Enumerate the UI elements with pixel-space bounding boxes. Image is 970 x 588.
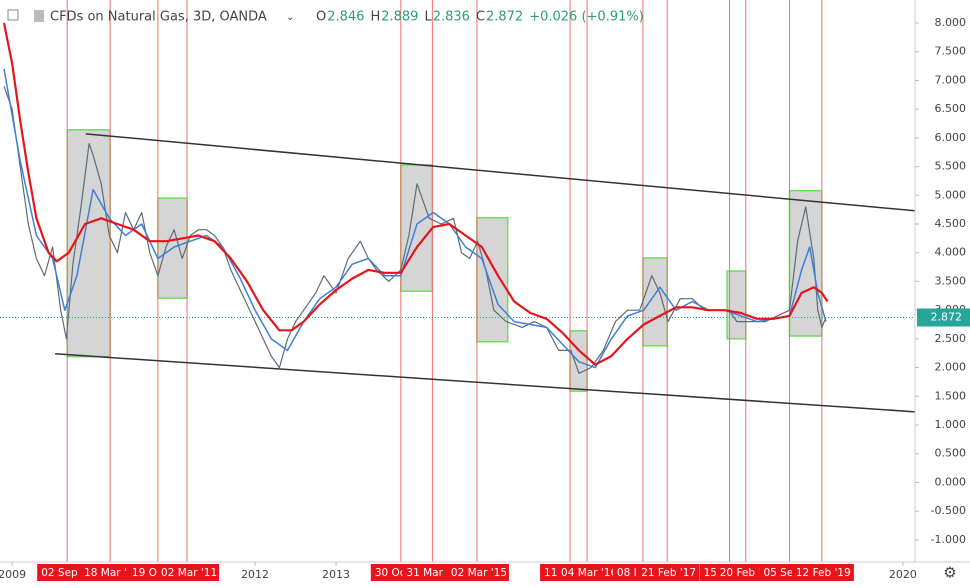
trend-line bbox=[55, 353, 916, 413]
marker-label-bg bbox=[557, 564, 620, 581]
x-tick-label: 2013 bbox=[322, 568, 350, 581]
series-line bbox=[2, 22, 829, 366]
collapse-icon[interactable] bbox=[7, 9, 19, 21]
marker-label: 15 bbox=[704, 567, 717, 579]
marker-label-bg bbox=[157, 564, 220, 581]
y-tick-label: 4.500 bbox=[935, 217, 967, 230]
plot bbox=[0, 0, 916, 562]
y-tick-label: 4.000 bbox=[935, 246, 967, 259]
marker-label: 02 Sep ' bbox=[41, 567, 84, 579]
change: +0.026 (+0.91%) bbox=[529, 10, 644, 25]
marker-label: 12 Feb '19 bbox=[796, 567, 851, 579]
y-tick-label: 1.000 bbox=[935, 418, 967, 431]
marker-label-bg bbox=[791, 564, 854, 581]
marker-label: 08 I bbox=[617, 567, 637, 579]
trend-line bbox=[85, 133, 916, 212]
ohlc-value: 2.846 bbox=[327, 10, 364, 25]
marker-label: 11 bbox=[544, 567, 557, 579]
ohlc-value: 2.872 bbox=[486, 10, 523, 25]
ohlc-letter: H bbox=[370, 10, 380, 25]
y-tick-label: 6.000 bbox=[935, 131, 967, 144]
marker-label: 04 Mar '16 bbox=[561, 567, 617, 579]
y-tick-label: -1.000 bbox=[931, 533, 966, 546]
y-tick-label: 6.500 bbox=[935, 102, 967, 115]
y-tick-label: 7.500 bbox=[935, 45, 967, 58]
highlight-box bbox=[788, 189, 823, 337]
highlight-box bbox=[476, 216, 509, 343]
y-tick-label: 3.500 bbox=[935, 274, 967, 287]
marker-label: 02 Mar '11 bbox=[161, 567, 217, 579]
y-tick-label: 1.500 bbox=[935, 389, 967, 402]
marker-label: 18 Mar '1 bbox=[84, 567, 133, 579]
last-price-label: 2.872 bbox=[931, 311, 963, 324]
marker-label: 19 Oc bbox=[132, 567, 163, 579]
y-tick-label: 7.000 bbox=[935, 73, 967, 86]
y-tick-label: 5.000 bbox=[935, 188, 967, 201]
marker-label: 21 Feb '17 bbox=[641, 567, 696, 579]
marker-label: 05 Sep bbox=[763, 567, 800, 579]
marker-label-bg bbox=[80, 564, 143, 581]
ohlc-value: 2.889 bbox=[381, 10, 418, 25]
marker-label: 02 Mar '15 bbox=[451, 567, 507, 579]
ohlc-letter: C bbox=[476, 10, 485, 25]
marker-label: 20 Feb ' bbox=[720, 567, 762, 579]
marker-label-bg bbox=[637, 564, 700, 581]
settings-icon[interactable]: ⚙ bbox=[943, 564, 956, 582]
highlight-box bbox=[642, 257, 668, 347]
ohlc-letter: L bbox=[424, 10, 432, 25]
marker-label-bg bbox=[446, 564, 509, 581]
x-tick-label: 2009 bbox=[0, 568, 26, 581]
last-price-tag bbox=[917, 308, 970, 327]
symbol-icon bbox=[34, 10, 44, 22]
y-tick-label: 2.000 bbox=[935, 361, 967, 374]
y-tick-label: 0.500 bbox=[935, 447, 967, 460]
ohlc-header: O 2.846 H 2.889 L 2.836 C 2.872 +0.026 (+0.91%) bbox=[316, 10, 644, 25]
y-tick-label: 2.500 bbox=[935, 332, 967, 345]
x-tick-label: 2012 bbox=[241, 568, 269, 581]
ohlc-letter: O bbox=[316, 10, 326, 25]
x-tick-label: 2020 bbox=[889, 568, 917, 581]
y-tick-label: -0.500 bbox=[931, 504, 966, 517]
marker-label: 30 Oc bbox=[375, 567, 406, 579]
y-tick-label: 5.500 bbox=[935, 160, 967, 173]
chart-title: CFDs on Natural Gas, 3D, OANDA bbox=[50, 10, 267, 25]
ohlc-value: 2.836 bbox=[433, 10, 470, 25]
y-tick-label: 0.000 bbox=[935, 475, 967, 488]
dropdown-arrow[interactable]: ⌄ bbox=[286, 12, 294, 23]
series-line bbox=[3, 85, 827, 374]
y-tick-label: 8.000 bbox=[935, 16, 967, 29]
